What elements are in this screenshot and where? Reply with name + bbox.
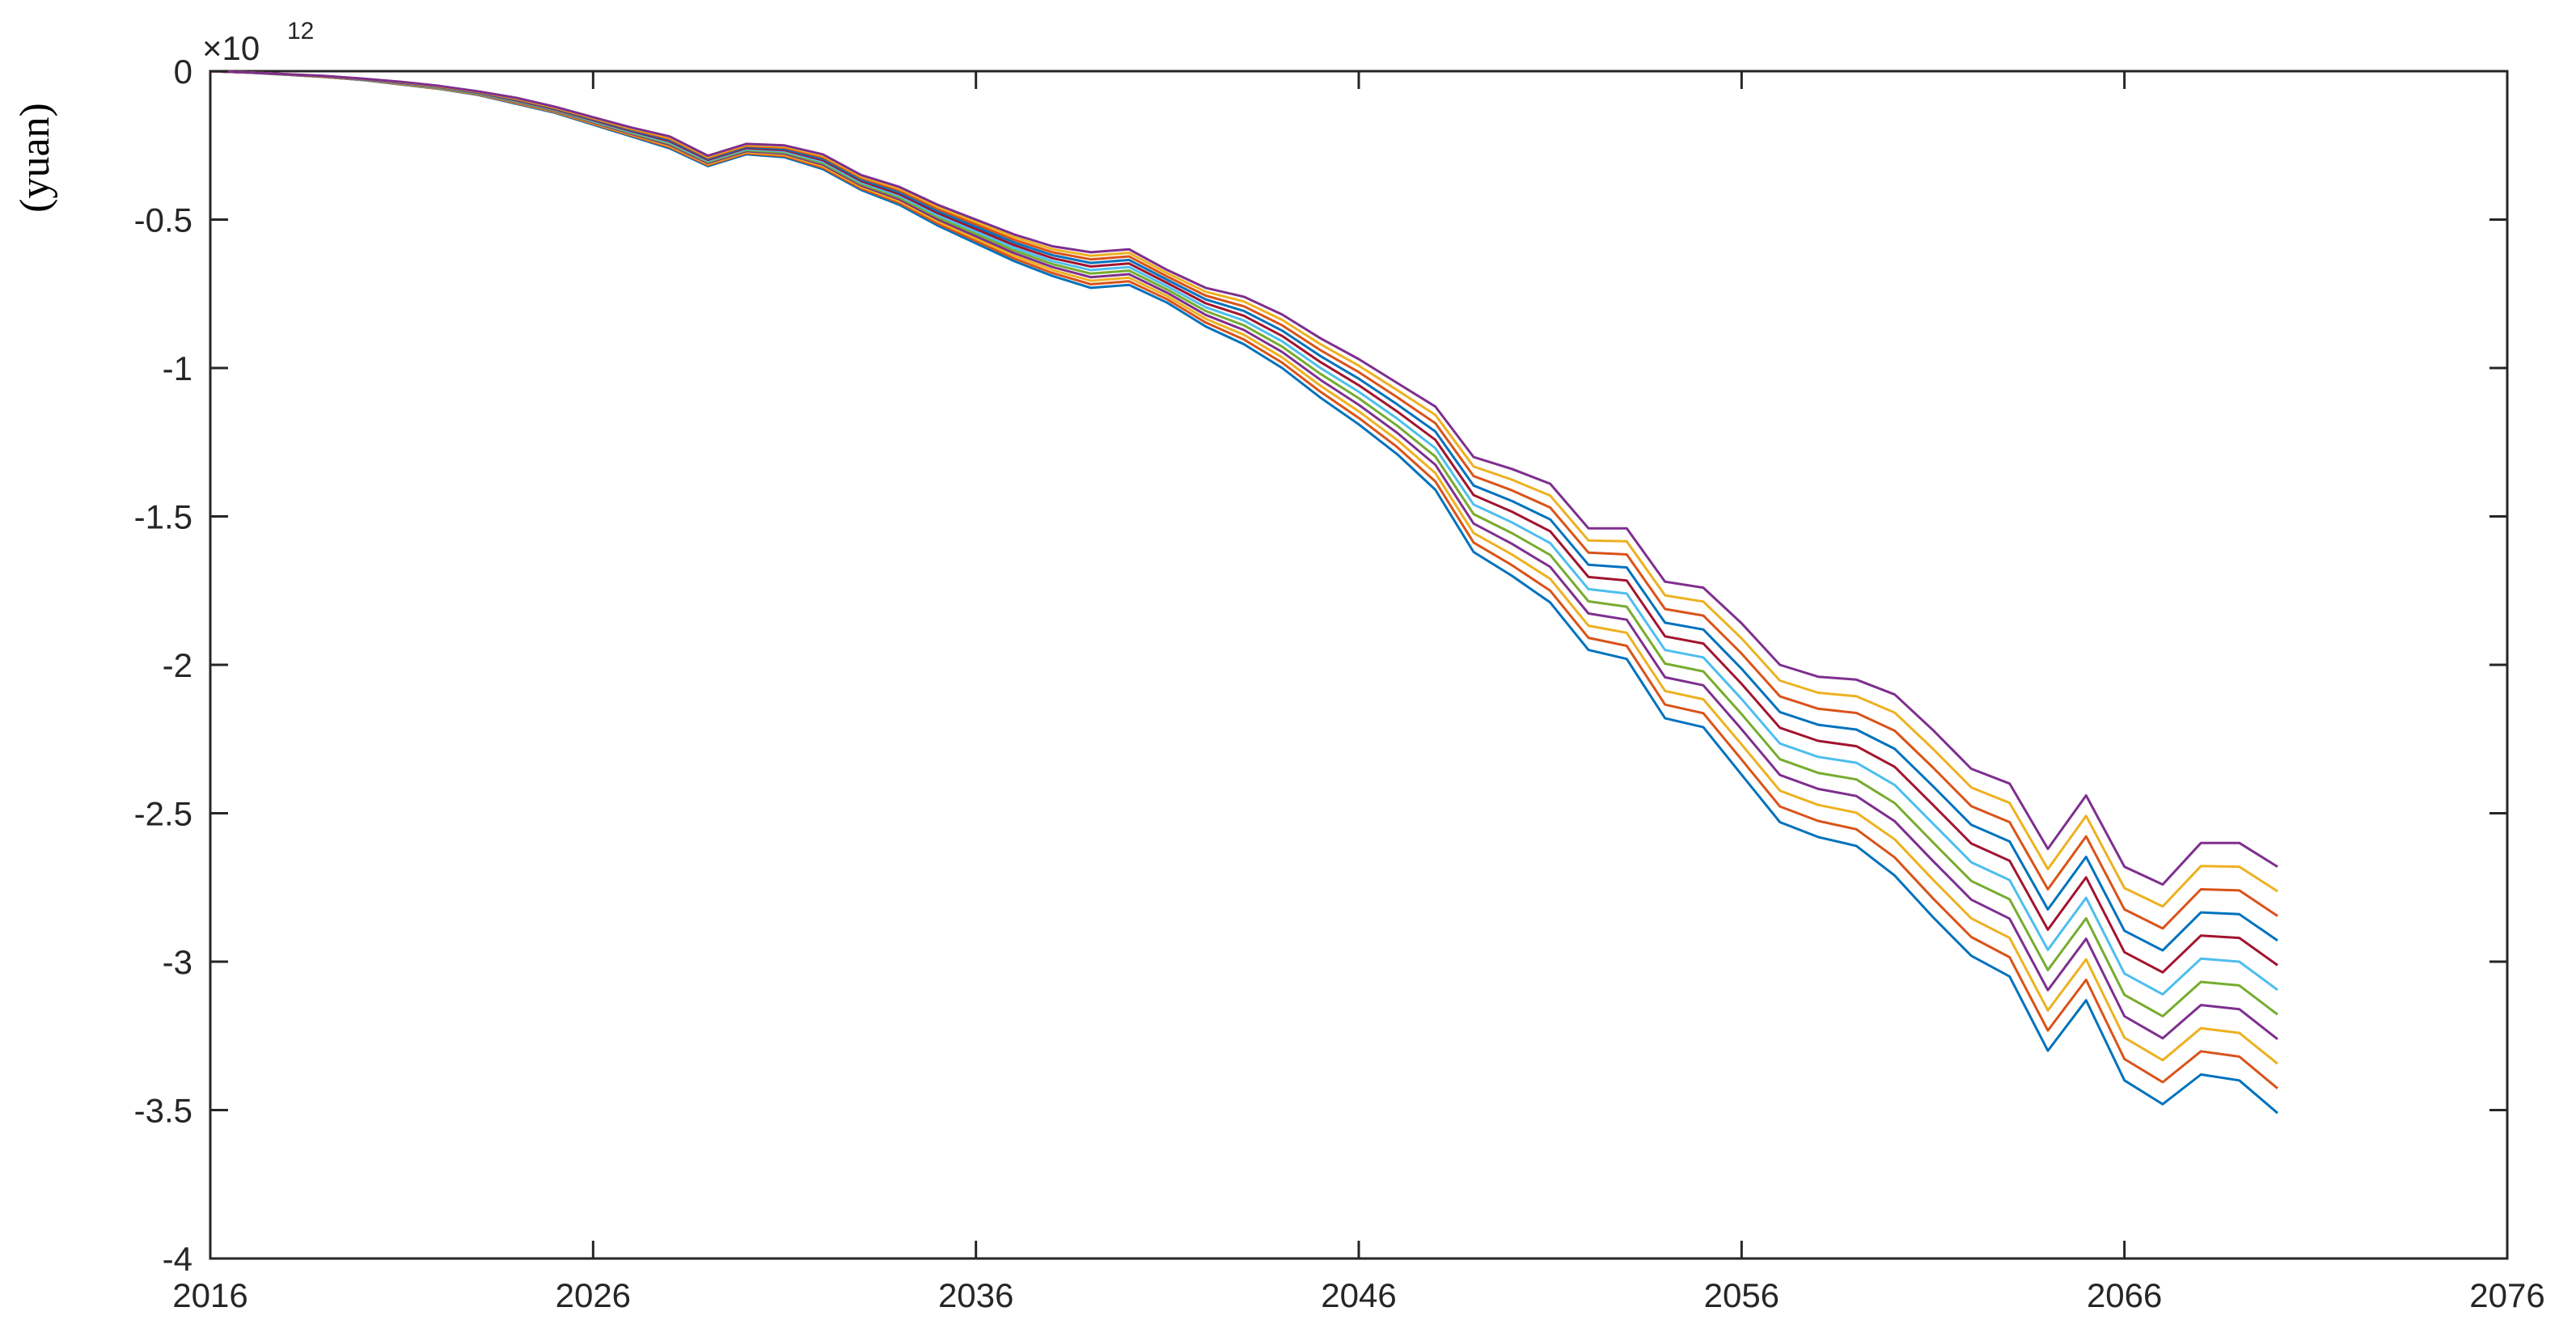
y-multiplier-exponent: 12 xyxy=(287,18,314,44)
y-tick-label: 0 xyxy=(174,53,192,91)
x-tick-label: 2016 xyxy=(172,1276,247,1314)
y-tick-label: -3 xyxy=(163,943,192,981)
x-tick-label: 2046 xyxy=(1321,1276,1396,1314)
x-tick-label: 2036 xyxy=(938,1276,1013,1314)
plot-area xyxy=(209,70,2509,1260)
y-tick-label: -0.5 xyxy=(134,201,192,239)
y-multiplier-base: ×10 xyxy=(202,29,260,67)
y-axis: 0 -0.5 -1 -1.5 -2 -2.5 -3 -3.5 -4 xyxy=(134,53,2507,1278)
x-tick-label: 2056 xyxy=(1704,1276,1779,1314)
series-group xyxy=(209,70,2278,1115)
y-tick-label: -2.5 xyxy=(134,795,192,833)
x-tick-label: 2066 xyxy=(2087,1276,2162,1314)
x-axis: 2016 2026 2036 2046 2056 2066 2076 xyxy=(172,71,2545,1314)
series-line-11 xyxy=(209,70,2278,886)
y-tick-label: -1.5 xyxy=(134,498,192,536)
x-tick-label: 2026 xyxy=(556,1276,631,1314)
y-tick-label: -2 xyxy=(163,646,192,684)
y-tick-label: -1 xyxy=(163,349,192,387)
y-tick-label: -4 xyxy=(163,1240,192,1278)
x-tick-label: 2076 xyxy=(2469,1276,2544,1314)
y-axis-label: (yuan) xyxy=(12,103,58,213)
y-tick-label: -3.5 xyxy=(134,1092,192,1130)
